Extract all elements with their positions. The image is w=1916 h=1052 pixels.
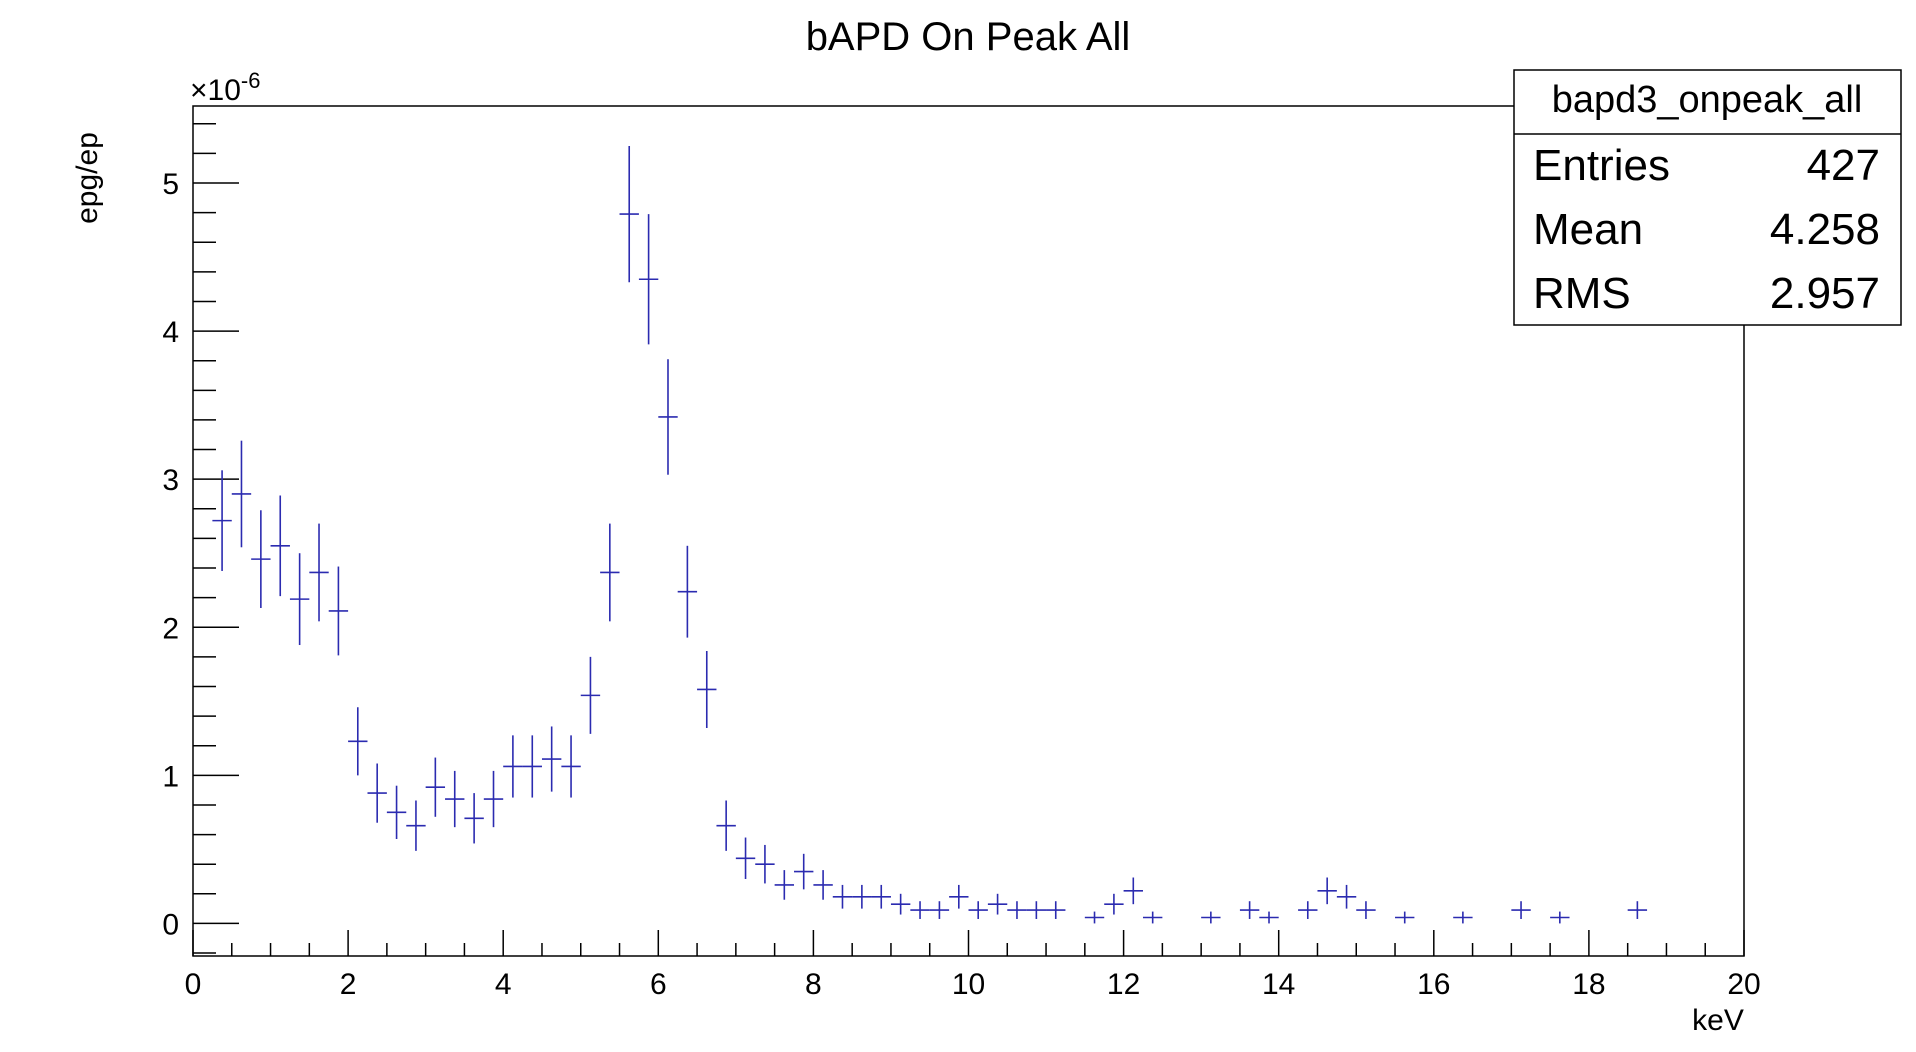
data-point	[1550, 911, 1570, 924]
data-point	[774, 870, 795, 900]
data-point	[1239, 901, 1260, 919]
x-tick-label: 0	[185, 968, 202, 1001]
stats-box: bapd3_onpeak_all Entries 427 Mean 4.258 …	[1513, 69, 1902, 326]
data-point	[910, 901, 930, 919]
data-points	[212, 145, 1648, 924]
data-point	[968, 901, 988, 919]
x-tick-label: 6	[650, 968, 667, 1001]
data-point	[1046, 901, 1066, 919]
data-point	[697, 650, 717, 728]
data-point	[522, 735, 542, 798]
stats-box-title: bapd3_onpeak_all	[1552, 79, 1863, 121]
data-point	[541, 726, 562, 792]
data-point	[1026, 901, 1047, 919]
data-point	[755, 844, 775, 884]
x-tick-label: 14	[1262, 968, 1295, 1001]
x-tick-label: 18	[1572, 968, 1605, 1001]
data-point	[929, 901, 950, 919]
stats-mean-value: 4.258	[1770, 205, 1880, 254]
data-point	[638, 214, 659, 345]
data-point	[425, 757, 446, 817]
data-point	[600, 523, 620, 622]
data-point	[1356, 901, 1376, 919]
data-point	[289, 553, 310, 646]
y-tick-label: 0	[162, 908, 179, 941]
data-point	[270, 495, 290, 597]
stats-mean-label: Mean	[1533, 205, 1643, 254]
data-point	[1201, 911, 1221, 924]
data-point	[580, 656, 601, 734]
y-axis-label: epg/ep	[71, 132, 104, 224]
data-point	[852, 884, 872, 909]
data-point	[1395, 911, 1415, 924]
stats-box-frame	[1513, 69, 1902, 326]
x-tick-label: 10	[952, 968, 985, 1001]
data-point	[987, 893, 1008, 915]
data-point	[832, 884, 853, 909]
data-point	[348, 707, 368, 776]
data-point	[367, 763, 387, 823]
data-point	[1007, 901, 1027, 919]
x-tick-label: 2	[340, 968, 357, 1001]
data-point	[716, 800, 736, 851]
data-point	[1084, 911, 1105, 924]
plot-frame	[192, 105, 1745, 957]
data-point	[1298, 901, 1318, 919]
y-tick-label: 3	[162, 464, 179, 497]
data-point	[483, 770, 504, 828]
data-point	[251, 510, 271, 609]
data-point	[1511, 901, 1531, 919]
data-point	[309, 523, 329, 622]
stats-rms-value: 2.957	[1770, 269, 1880, 318]
data-point	[619, 145, 639, 283]
data-point	[561, 735, 581, 798]
x-axis-label: keV	[1692, 1004, 1744, 1037]
data-point	[1453, 911, 1473, 924]
data-point	[677, 545, 698, 638]
data-point	[871, 884, 891, 909]
x-tick-label: 4	[495, 968, 512, 1001]
x-tick-label: 16	[1417, 968, 1450, 1001]
x-tick-label: 12	[1107, 968, 1140, 1001]
data-point	[503, 735, 523, 798]
data-point	[445, 770, 465, 828]
y-tick-label: 2	[162, 612, 179, 645]
y-tick-label: 1	[162, 760, 179, 793]
stats-entries-label: Entries	[1533, 141, 1670, 190]
data-point	[1142, 911, 1163, 924]
data-point	[212, 470, 232, 571]
data-point	[813, 870, 833, 900]
data-point	[794, 853, 814, 890]
stats-entries-value: 427	[1807, 141, 1880, 190]
y-tick-label: 4	[162, 316, 179, 349]
x-tick-label: 20	[1727, 968, 1760, 1001]
data-point	[735, 837, 756, 879]
data-point	[658, 359, 678, 475]
data-point	[328, 566, 349, 656]
data-point	[890, 893, 911, 915]
x-tick-label: 8	[805, 968, 822, 1001]
data-point	[1317, 877, 1337, 905]
data-point	[949, 884, 969, 909]
data-point	[1104, 893, 1124, 915]
data-point	[464, 793, 484, 844]
stats-rms-label: RMS	[1533, 269, 1631, 318]
data-point	[1627, 901, 1648, 919]
chart-title: bAPD On Peak All	[806, 15, 1131, 59]
data-point	[1259, 911, 1279, 924]
data-point	[1336, 884, 1357, 909]
data-point	[386, 785, 407, 840]
data-point	[231, 440, 252, 548]
data-point	[406, 800, 426, 851]
data-point	[1123, 877, 1143, 905]
y-exponent-label: ×10-6	[190, 68, 260, 107]
y-tick-label: 5	[162, 168, 179, 201]
